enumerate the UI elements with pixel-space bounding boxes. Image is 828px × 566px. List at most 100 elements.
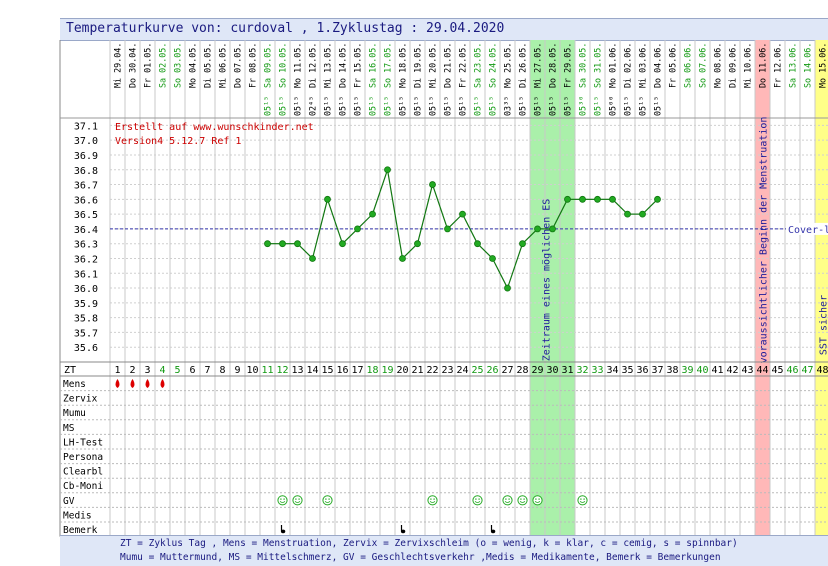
temperature-point (265, 241, 271, 247)
date-label: Fr 01.05. (143, 43, 153, 88)
zt-day-number: 46 (786, 365, 798, 376)
smiley-eye (325, 498, 326, 499)
time-label: 05¹⁵ (413, 96, 423, 116)
smiley-icon (503, 496, 512, 505)
smiley-eye (283, 498, 284, 499)
time-label: 05¹⁵ (518, 96, 528, 116)
time-label: 05¹⁵ (263, 96, 273, 116)
zt-day-number: 14 (306, 365, 318, 376)
time-label: 05¹⁵ (563, 96, 573, 116)
zt-day-number: 8 (219, 365, 225, 376)
smiley-eye (295, 498, 296, 499)
zt-day-number: 38 (666, 365, 678, 376)
temperature-point (325, 196, 331, 202)
row-label-cb-moni: Cb-Moni (63, 481, 103, 492)
zt-day-number: 21 (411, 365, 423, 376)
temperature-point (280, 241, 286, 247)
temperature-point (475, 241, 481, 247)
legend-line-2: Mumu = Muttermund, MS = Mittelschmerz, G… (120, 552, 721, 563)
temperature-point (505, 285, 511, 291)
note-marker-head (401, 530, 405, 534)
zt-day-number: 33 (591, 365, 603, 376)
temperature-point (355, 226, 361, 232)
smiley-icon (278, 496, 287, 505)
date-label: Di 12.05. (308, 43, 318, 88)
smiley-eye (298, 498, 299, 499)
date-label: Di 02.06. (623, 43, 633, 88)
menstruation-label: voraussichtlicher Beginn der Menstruatio… (759, 117, 770, 364)
y-tick-label: 35.6 (74, 343, 98, 354)
row-label-zervix: Zervix (63, 394, 98, 405)
zt-day-number: 32 (576, 365, 588, 376)
smiley-eye (280, 498, 281, 499)
temperature-point (295, 241, 301, 247)
zt-day-number: 36 (636, 365, 648, 376)
date-label: So 14.06. (803, 43, 813, 88)
time-label: 05¹⁵ (338, 96, 348, 116)
date-label: Mi 13.05. (323, 43, 333, 88)
y-tick-label: 36.5 (74, 210, 98, 221)
date-label: So 31.05. (593, 43, 603, 88)
time-label: 05¹⁵ (623, 96, 633, 116)
zt-day-number: 35 (621, 365, 633, 376)
temperature-point (445, 226, 451, 232)
date-label: Sa 06.06. (683, 43, 693, 88)
zt-day-number: 45 (771, 365, 783, 376)
date-label: Mo 08.06. (713, 43, 723, 88)
y-tick-label: 36.6 (74, 195, 98, 206)
smiley-icon (323, 496, 332, 505)
note-marker-head (491, 530, 495, 534)
zt-day-number: 17 (351, 365, 363, 376)
row-label-clearbl: Clearbl (63, 467, 103, 478)
y-tick-label: 37.0 (74, 136, 98, 147)
temperature-point (580, 196, 586, 202)
date-label: Mi 27.05. (533, 43, 543, 88)
zt-day-number: 20 (396, 365, 408, 376)
y-tick-label: 36.8 (74, 166, 98, 177)
zt-day-number: 42 (726, 365, 738, 376)
date-label: So 07.06. (698, 43, 708, 88)
zt-day-number: 9 (234, 365, 240, 376)
date-label: So 17.05. (383, 43, 393, 88)
smiley-eye (583, 498, 584, 499)
y-tick-label: 36.7 (74, 181, 98, 192)
time-label: 02⁴⁵ (308, 96, 318, 116)
row-label-mens: Mens (63, 379, 86, 390)
zt-day-number: 5 (174, 365, 180, 376)
temperature-point (415, 241, 421, 247)
fertile-window-label: Zeitraum eines möglichen ES (542, 199, 553, 362)
date-label: Sa 30.05. (578, 43, 588, 88)
date-label: Sa 02.05. (158, 43, 168, 88)
date-label: Mo 15.06. (818, 43, 828, 88)
date-label: Di 26.05. (518, 43, 528, 88)
time-label: 05¹⁵ (323, 96, 333, 116)
zt-day-number: 26 (486, 365, 498, 376)
y-tick-label: 37.1 (74, 121, 98, 132)
menstruation-drop-icon (131, 379, 135, 388)
zt-day-number: 37 (651, 365, 663, 376)
date-label: Mo 25.05. (503, 43, 513, 88)
y-tick-label: 35.7 (74, 328, 98, 339)
date-label: Mo 11.05. (293, 43, 303, 88)
smiley-eye (430, 498, 431, 499)
temperature-point (490, 255, 496, 261)
smiley-eye (475, 498, 476, 499)
smiley-eye (478, 498, 479, 499)
zt-day-number: 41 (711, 365, 723, 376)
date-label: So 10.05. (278, 43, 288, 88)
temperature-point (340, 241, 346, 247)
y-tick-label: 35.9 (74, 299, 98, 310)
date-label: Do 30.04. (128, 43, 138, 88)
date-label: So 03.05. (173, 43, 183, 88)
date-label: Fr 22.05. (458, 43, 468, 88)
temperature-point (370, 211, 376, 217)
time-label: 05¹⁵ (428, 96, 438, 116)
menstruation-drop-icon (116, 379, 120, 388)
zt-day-number: 24 (456, 365, 468, 376)
date-label: Mi 10.06. (743, 43, 753, 88)
date-label: Mi 20.05. (428, 43, 438, 88)
smiley-eye (535, 498, 536, 499)
zt-day-number: 29 (531, 365, 543, 376)
zt-day-number: 15 (321, 365, 333, 376)
zt-day-number: 1 (114, 365, 120, 376)
